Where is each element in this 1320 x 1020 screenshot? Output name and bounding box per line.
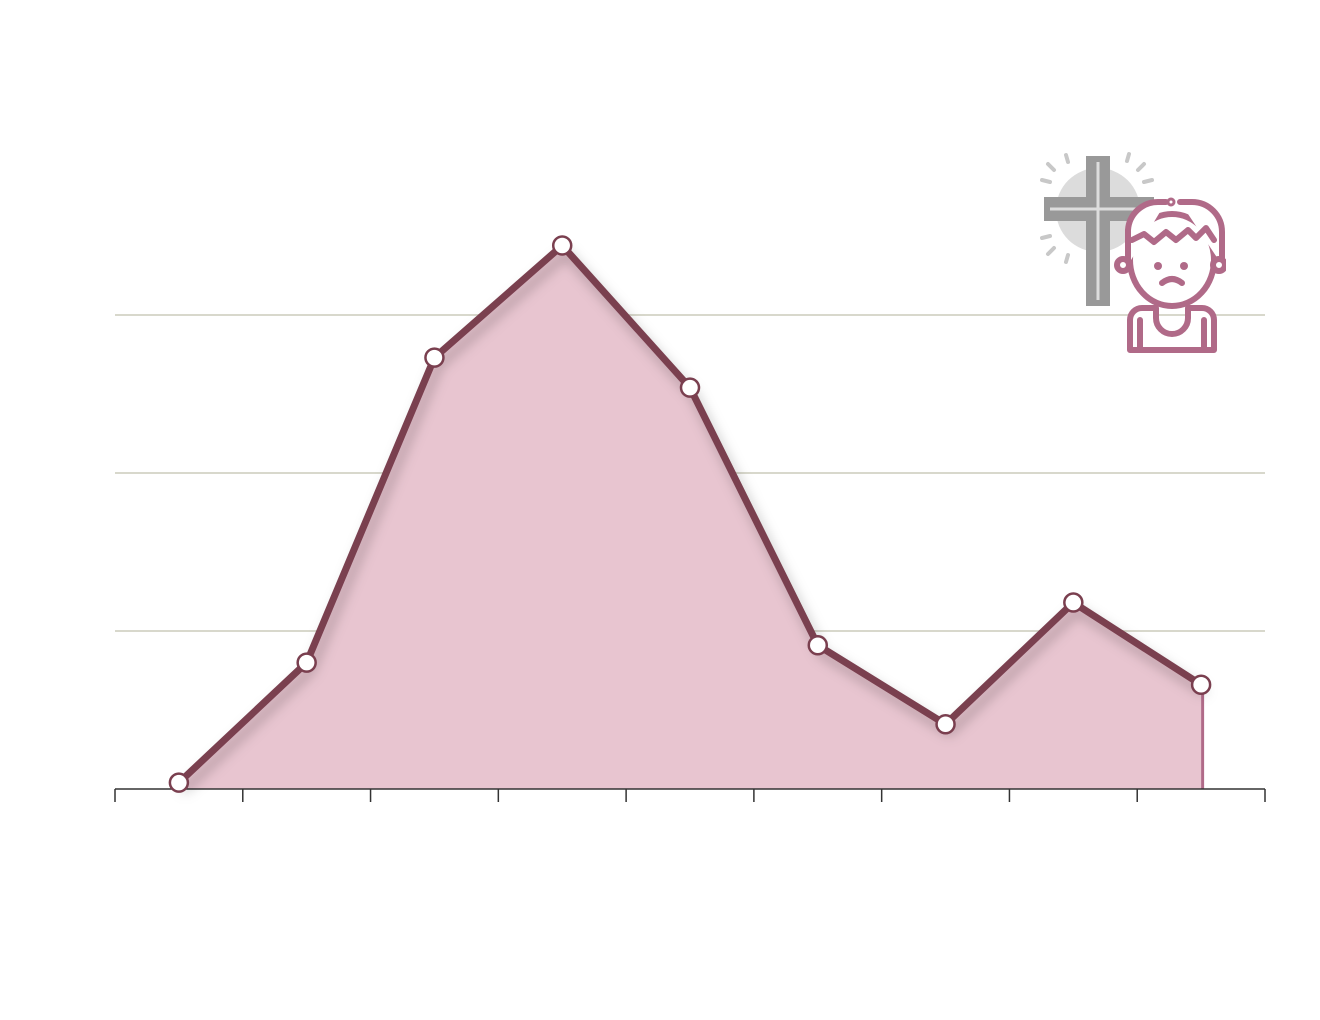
area-fill (178, 245, 1202, 790)
data-point (168, 772, 190, 793)
data-point (1190, 674, 1212, 695)
grieving-child-with-cross-icon (1040, 152, 1226, 353)
data-point (551, 235, 573, 256)
data-point (1063, 592, 1084, 613)
sun-rays (1040, 152, 1154, 264)
highlight-area (1201, 684, 1205, 789)
data-point (679, 377, 701, 398)
data-point (807, 634, 829, 656)
data-point (296, 652, 317, 673)
data-point (935, 713, 956, 735)
child (1114, 197, 1226, 353)
data-point (424, 347, 445, 368)
